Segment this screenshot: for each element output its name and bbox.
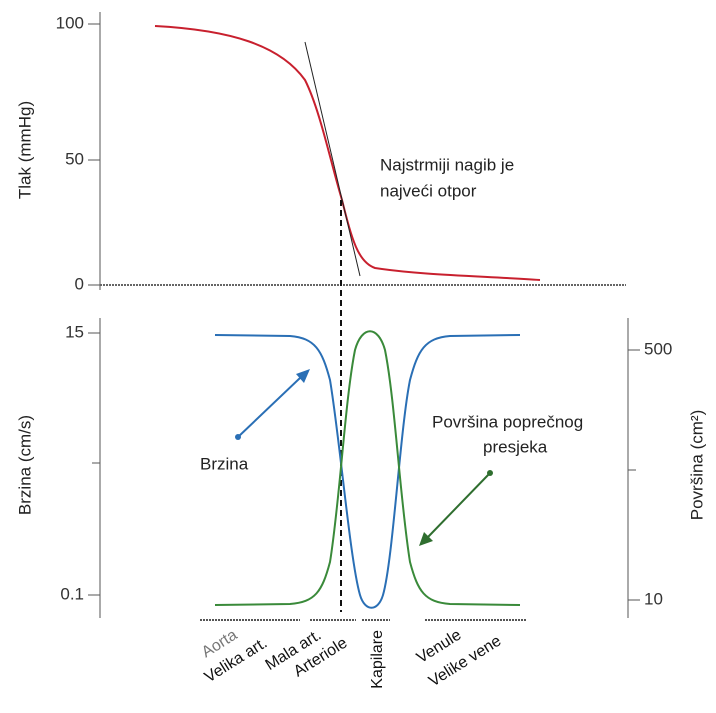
y2-tick-label: 10 (644, 589, 663, 608)
velocity-curve (214, 334, 521, 609)
arrow-head (419, 532, 433, 546)
arrow-dot (487, 470, 493, 476)
top-chart: 100 50 0 Tlak (mmHg) Najstrmiji nagib je… (15, 12, 626, 293)
y2-axis-label: Površina (cm²) (687, 410, 706, 521)
y-tick-label: 0.1 (60, 584, 84, 603)
bottom-chart: 15 0.1 Brzina (cm/s) 500 10 Površina (cm… (15, 318, 706, 618)
arrow-head (296, 369, 310, 383)
categories: Aorta Velika art. Mala art. Arteriole Ka… (199, 619, 527, 690)
arrow (237, 377, 301, 438)
arrow (427, 472, 491, 538)
arrow-dot (235, 434, 241, 440)
y-tick-label: 15 (65, 322, 84, 341)
tangent-line (304, 41, 361, 277)
annotation: Brzina (200, 454, 249, 473)
y2-tick-label: 500 (644, 339, 672, 358)
area-curve (214, 330, 521, 606)
annotation: Najstrmiji nagib je (380, 155, 514, 174)
y-tick-label: 100 (56, 13, 84, 32)
annotation: najveći otpor (380, 181, 477, 200)
y-tick-label: 50 (65, 149, 84, 168)
pressure-curve (154, 25, 541, 281)
annotation: Površina poprečnog (432, 412, 583, 431)
y-axis-label: Tlak (mmHg) (15, 101, 34, 199)
category-label: Kapilare (369, 630, 386, 689)
y-axis-label: Brzina (cm/s) (15, 415, 34, 515)
y-tick-label: 0 (75, 274, 84, 293)
annotation: presjeka (483, 437, 548, 456)
